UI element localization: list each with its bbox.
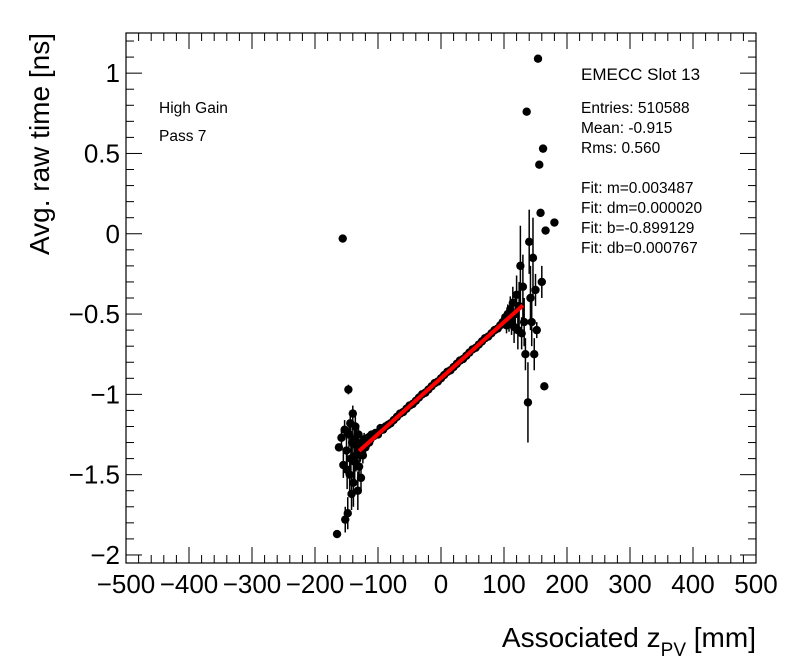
y-tick-label: 0.5 xyxy=(84,138,120,168)
data-point xyxy=(537,277,546,287)
stats-entries: Entries: 510588 xyxy=(581,100,690,117)
y-tick-label: 1 xyxy=(106,58,120,88)
data-point xyxy=(343,509,352,518)
data-point xyxy=(528,253,538,263)
data-point xyxy=(535,160,544,169)
data-point xyxy=(337,433,346,442)
data-point xyxy=(348,409,357,418)
fit-dm: Fit: dm=0.000020 xyxy=(581,200,702,217)
data-point xyxy=(536,208,545,218)
data-point xyxy=(351,422,360,431)
data-point xyxy=(541,226,550,235)
data-point xyxy=(518,282,528,291)
data-point xyxy=(533,54,543,63)
data-point xyxy=(332,529,342,539)
fit-db: Fit: db=0.000767 xyxy=(581,240,698,257)
data-point xyxy=(349,478,358,487)
data-point xyxy=(517,329,526,338)
data-point xyxy=(353,486,363,495)
data-point xyxy=(356,473,366,483)
data-point xyxy=(538,144,548,153)
x-tick-label: 400 xyxy=(671,569,714,599)
data-point xyxy=(530,350,539,359)
data-point xyxy=(516,261,525,271)
data-point xyxy=(521,350,530,359)
data-point xyxy=(341,515,350,524)
x-tick-label: 100 xyxy=(482,569,525,599)
stats-title: EMECC Slot 13 xyxy=(581,65,700,84)
data-point xyxy=(527,317,536,327)
x-tick-label: −100 xyxy=(349,569,408,599)
data-point xyxy=(508,298,518,308)
y-tick-label: −1.5 xyxy=(69,460,120,490)
y-tick-label: 0 xyxy=(106,219,120,249)
data-point xyxy=(342,446,351,455)
x-tick-label: −400 xyxy=(160,569,219,599)
data-point xyxy=(358,451,368,460)
data-point xyxy=(532,325,541,335)
y-tick-label: −2 xyxy=(90,540,120,570)
data-point xyxy=(523,398,533,407)
data-point xyxy=(540,382,549,391)
x-tick-label: −300 xyxy=(223,569,282,599)
data-point xyxy=(512,290,521,299)
data-point xyxy=(334,443,344,452)
y-tick-label: −1 xyxy=(90,379,120,409)
fit-b: Fit: b=-0.899129 xyxy=(581,220,694,237)
pass-label: Pass 7 xyxy=(159,128,206,145)
data-point xyxy=(345,470,354,479)
plot-frame xyxy=(125,32,757,564)
y-tick-label: −0.5 xyxy=(69,299,120,329)
data-point xyxy=(522,107,531,116)
x-tick-label: 300 xyxy=(608,569,651,599)
data-point xyxy=(519,317,529,327)
data-point xyxy=(347,489,356,499)
x-tick-label: 0 xyxy=(434,569,448,599)
axis-tick-labels: −500 −400 −300 −200 −100 0 100 200 300 400 500 −2 −1… xyxy=(69,58,778,599)
data-point xyxy=(526,293,535,303)
data-point xyxy=(338,234,347,243)
gain-label: High Gain xyxy=(159,100,228,117)
data-point xyxy=(354,430,363,439)
y-axis-title: Avg. raw time [ns] xyxy=(24,33,55,255)
x-tick-label: 200 xyxy=(545,569,588,599)
data-point xyxy=(550,218,559,227)
fit-m: Fit: m=0.003487 xyxy=(581,180,693,197)
data-point xyxy=(525,237,534,246)
fit-line xyxy=(357,303,525,453)
data-point xyxy=(344,385,353,394)
x-tick-label: −500 xyxy=(97,569,156,599)
data-point xyxy=(354,462,364,471)
data-point xyxy=(531,285,540,295)
x-tick-label: 500 xyxy=(734,569,777,599)
stats-rms: Rms: 0.560 xyxy=(581,140,661,157)
x-axis-title: Associated zPV [mm] xyxy=(502,622,756,661)
x-tick-label: −200 xyxy=(286,569,345,599)
stats-mean: Mean: -0.915 xyxy=(581,120,672,137)
